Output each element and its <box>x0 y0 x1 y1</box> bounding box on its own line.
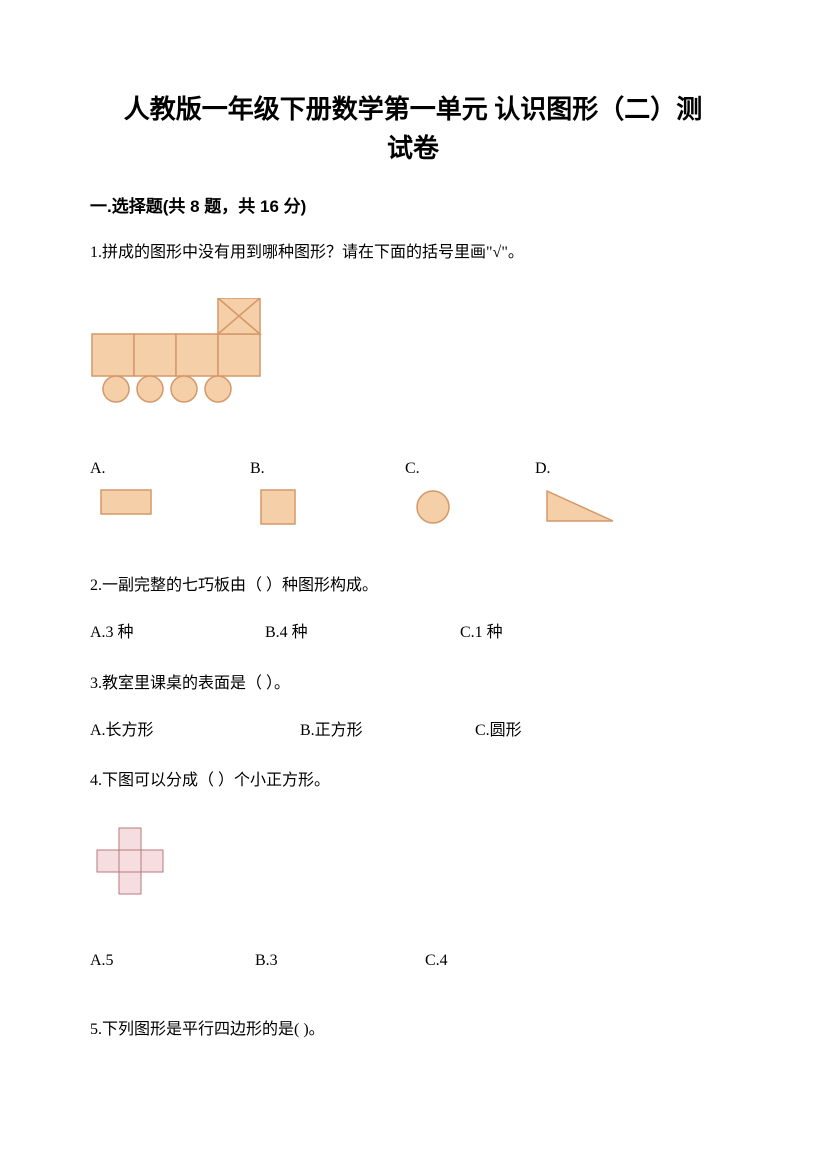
q1-optD-label: D. <box>535 455 551 484</box>
circle-icon <box>415 489 451 536</box>
q3-optB: B.正方形 <box>300 717 475 746</box>
q3-text: 3.教室里课桌的表面是（ ）。 <box>90 670 736 699</box>
q1-optB-label: B. <box>250 455 265 484</box>
square-icon <box>260 489 296 536</box>
q1-option-d: D. <box>535 455 615 535</box>
q5-text: 5.下列图形是平行四边形的是( )。 <box>90 1016 736 1045</box>
q4-optB: B.3 <box>255 947 425 976</box>
q2-optA: A.3 种 <box>90 619 265 648</box>
q4-optC: C.4 <box>425 947 448 976</box>
q2-optB: B.4 种 <box>265 619 460 648</box>
question-5: 5.下列图形是平行四边形的是( )。 <box>90 1016 736 1045</box>
q3-optA: A.长方形 <box>90 717 300 746</box>
q1-option-a: A. <box>90 455 250 527</box>
q2-text: 2.一副完整的七巧板由（ ）种图形构成。 <box>90 572 736 601</box>
question-1: 1.拼成的图形中没有用到哪种图形？请在下面的括号里画"√"。 A. <box>90 239 736 536</box>
q3-optC: C.圆形 <box>475 717 522 746</box>
q1-options: A. B. C. D. <box>90 455 736 537</box>
q2-optC: C.1 种 <box>460 619 610 648</box>
cross-figure <box>95 826 736 907</box>
q4-text: 4.下图可以分成（ ）个小正方形。 <box>90 767 736 796</box>
q1-option-b: B. <box>250 455 405 537</box>
q4-optA: A.5 <box>90 947 255 976</box>
q1-optC-label: C. <box>405 455 420 484</box>
title-line1: 人教版一年级下册数学第一单元 认识图形（二）测 <box>124 95 703 124</box>
q1-option-c: C. <box>405 455 535 537</box>
q1-optA-label: A. <box>90 455 106 484</box>
page-title: 人教版一年级下册数学第一单元 认识图形（二）测 试卷 <box>90 90 736 168</box>
triangle-icon <box>545 489 615 534</box>
truck-figure <box>90 298 736 415</box>
q2-options: A.3 种 B.4 种 C.1 种 <box>90 619 736 648</box>
q4-options: A.5 B.3 C.4 <box>90 947 736 976</box>
q1-text: 1.拼成的图形中没有用到哪种图形？请在下面的括号里画"√"。 <box>90 239 736 268</box>
section-1-header: 一.选择题(共 8 题，共 16 分) <box>90 192 736 217</box>
rectangle-icon <box>100 489 152 526</box>
title-line2: 试卷 <box>387 134 439 163</box>
question-2: 2.一副完整的七巧板由（ ）种图形构成。 A.3 种 B.4 种 C.1 种 <box>90 572 736 648</box>
question-3: 3.教室里课桌的表面是（ ）。 A.长方形 B.正方形 C.圆形 <box>90 670 736 746</box>
q3-options: A.长方形 B.正方形 C.圆形 <box>90 717 736 746</box>
question-4: 4.下图可以分成（ ）个小正方形。 A.5 B.3 C.4 <box>90 767 736 975</box>
